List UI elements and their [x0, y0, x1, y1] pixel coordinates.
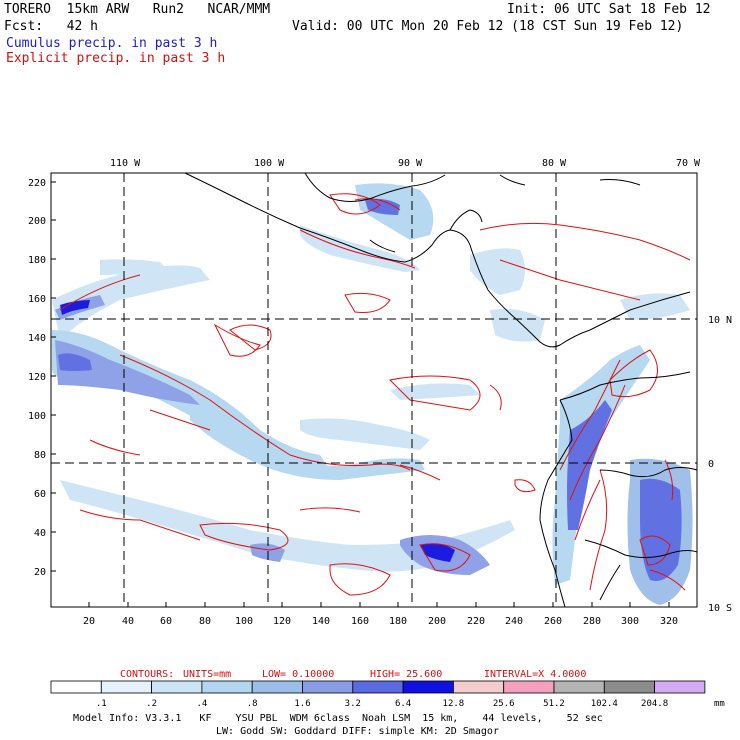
x-label: 280 [583, 616, 601, 627]
colorbar-swatch [654, 680, 706, 694]
lat-label-10n: 10 N [708, 315, 732, 326]
model-info-line1: Model Info: V3.3.1 KF YSU PBL WDM 6class… [73, 713, 603, 724]
y-label: 200 [28, 216, 46, 227]
bottom-axis-labels: 20 40 60 80 100 120 140 160 180 200 220 … [83, 616, 678, 627]
colorbar-label: .1 [96, 699, 107, 709]
cumulus-precip-shading [52, 183, 693, 605]
legend-cumulus: Cumulus precip. in past 3 h [6, 36, 218, 51]
colorbar-swatch [201, 680, 253, 694]
colorbar-label: 204.8 [641, 699, 668, 709]
colorbar-unit: mm [714, 699, 725, 709]
x-label: 200 [428, 616, 446, 627]
x-label: 220 [467, 616, 485, 627]
colorbar-label: 102.4 [591, 699, 618, 709]
x-label: 40 [122, 616, 134, 627]
map-title: TORERO 15km ARW Run2 NCAR/MMM [4, 2, 271, 17]
explicit-precip-contours [59, 193, 691, 596]
valid-time: Valid: 00 UTC Mon 20 Feb 12 (18 CST Sun … [292, 19, 684, 34]
forecast-hour: Fcst: 42 h [4, 19, 98, 34]
colorbar-label: .2 [146, 699, 157, 709]
contour-label: CONTOURS: [120, 669, 174, 680]
colorbar-swatch [50, 680, 102, 694]
colorbar-label: .8 [247, 699, 258, 709]
colorbar-swatch [452, 680, 505, 694]
colorbar-label: 1.6 [294, 699, 310, 709]
init-time: Init: 06 UTC Sat 18 Feb 12 [507, 2, 711, 17]
y-label: 60 [34, 489, 46, 500]
x-label: 240 [505, 616, 523, 627]
colorbar-swatch [553, 680, 605, 694]
lat-label-10s: 10 S [708, 603, 732, 614]
contour-low: LOW= 0.10000 [262, 669, 334, 680]
colorbar-label: 51.2 [543, 699, 565, 709]
x-label: 320 [660, 616, 678, 627]
y-label: 220 [28, 178, 46, 189]
colorbar-label: 12.8 [443, 699, 465, 709]
colorbar-swatch [402, 680, 454, 694]
colorbar-swatch [352, 680, 404, 694]
lon-label-110w: 110 W [110, 158, 141, 169]
right-latitude-labels: 10 N 0 10 S [708, 315, 732, 614]
x-label: 160 [351, 616, 369, 627]
contour-interval: INTERVAL=X 4.0000 [484, 669, 586, 680]
lat-label-0: 0 [708, 459, 714, 470]
x-label: 20 [83, 616, 95, 627]
top-longitude-labels: 110 W 100 W 90 W 80 W 70 W [110, 158, 701, 169]
y-label: 20 [34, 567, 46, 578]
lon-label-70w: 70 W [676, 158, 701, 169]
colorbar-label: .4 [196, 699, 207, 709]
x-label: 260 [544, 616, 562, 627]
x-label: 300 [621, 616, 639, 627]
lon-label-100w: 100 W [254, 158, 285, 169]
colorbar-label: 25.6 [493, 699, 515, 709]
x-label: 60 [160, 616, 172, 627]
y-label: 40 [34, 528, 46, 539]
colorbar: .1 .2 .4 .8 1.6 3.2 6.4 12.8 25.6 51.2 102.4 204.8 [50, 680, 706, 709]
bottom-axis-ticks [88, 602, 670, 607]
legend-explicit: Explicit precip. in past 3 h [6, 51, 226, 66]
lon-label-80w: 80 W [542, 158, 567, 169]
model-info-line2: LW: Godd SW: Goddard DIFF: simple KM: 2D… [216, 726, 499, 737]
colorbar-swatch [251, 680, 303, 694]
y-label: 160 [28, 294, 46, 305]
contour-info: CONTOURS: UNITS=mm LOW= 0.10000 HIGH= 25… [120, 669, 586, 680]
colorbar-swatch [603, 680, 655, 694]
contour-high: HIGH= 25.600 [370, 669, 442, 680]
x-label: 180 [389, 616, 407, 627]
left-axis-labels: 220 200 180 160 140 120 100 80 60 40 20 [28, 178, 46, 578]
colorbar-label: 3.2 [345, 699, 361, 709]
graticule [51, 173, 697, 607]
colorbar-swatch [302, 680, 354, 694]
lon-label-90w: 90 W [398, 158, 423, 169]
colorbar-swatch [100, 680, 153, 694]
left-axis-ticks [51, 181, 56, 572]
colorbar-swatch [503, 680, 555, 694]
colorbar-swatch [151, 680, 203, 694]
y-label: 180 [28, 255, 46, 266]
x-label: 120 [273, 616, 291, 627]
y-label: 140 [28, 333, 46, 344]
x-label: 80 [199, 616, 211, 627]
y-label: 120 [28, 372, 46, 383]
y-label: 80 [34, 450, 46, 461]
y-label: 100 [28, 411, 46, 422]
x-label: 140 [312, 616, 330, 627]
x-label: 100 [235, 616, 253, 627]
contour-units: UNITS=mm [183, 669, 231, 680]
colorbar-label: 6.4 [395, 699, 411, 709]
